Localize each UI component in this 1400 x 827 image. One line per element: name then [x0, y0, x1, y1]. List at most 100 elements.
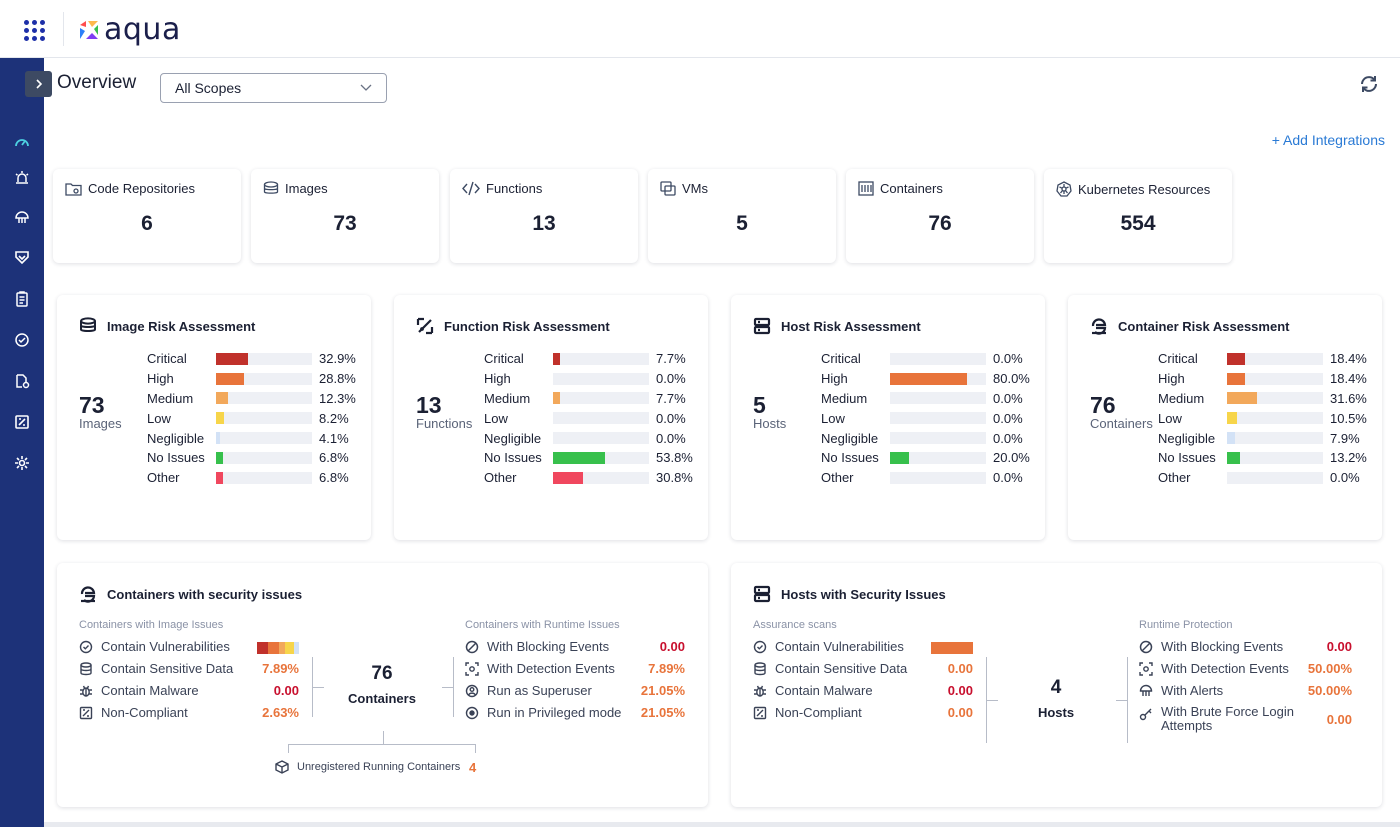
risk-row[interactable]: Low 8.2% [147, 408, 361, 428]
vulnerability-severity-bar [257, 642, 299, 654]
risk-row[interactable]: Medium 12.3% [147, 389, 361, 409]
host-malware-value: 0.00 [947, 683, 973, 698]
stat-label: Images [285, 181, 328, 196]
shield-icon[interactable] [11, 246, 33, 268]
workload-icon[interactable] [11, 370, 33, 392]
risk-row[interactable]: High 80.0% [821, 369, 1035, 389]
stat-card-images[interactable]: Images 73 [251, 169, 439, 263]
superuser-value: 21.05% [640, 683, 685, 698]
host-contain-sensitive-data-item[interactable]: Contain Sensitive Data [753, 661, 907, 676]
contain-malware-item[interactable]: Contain Malware [79, 683, 199, 698]
compliance-icon[interactable] [11, 411, 33, 433]
risk-row[interactable]: Negligible 4.1% [147, 428, 361, 448]
aqua-logo[interactable]: aqua [78, 14, 181, 46]
function-risk-card[interactable]: Function Risk Assessment 13 Functions Cr… [394, 295, 708, 540]
risk-bar-fill [216, 352, 248, 365]
risk-bar-track [890, 352, 986, 365]
non-compliant-item[interactable]: Non-Compliant [79, 705, 188, 720]
refresh-icon[interactable] [1358, 73, 1380, 95]
risk-row[interactable]: Critical 0.0% [821, 349, 1035, 369]
risk-total: 13 Functions [416, 393, 472, 431]
image-risk-card[interactable]: Image Risk Assessment 73 Images Critical… [57, 295, 371, 540]
risk-row[interactable]: No Issues 20.0% [821, 448, 1035, 468]
host-contain-malware-item[interactable]: Contain Malware [753, 683, 873, 698]
stat-card-code-repositories[interactable]: Code Repositories 6 [53, 169, 241, 263]
risk-row-percent: 4.1% [319, 430, 349, 446]
runtime-protection-label: Runtime Protection [1139, 619, 1233, 631]
run-as-superuser-item[interactable]: Run as Superuser [465, 683, 592, 698]
dashboard-icon[interactable] [11, 132, 33, 154]
risk-row[interactable]: No Issues 53.8% [484, 448, 698, 468]
risk-row[interactable]: High 0.0% [484, 369, 698, 389]
add-integrations-link[interactable]: + Add Integrations [1271, 132, 1385, 148]
risk-row[interactable]: No Issues 6.8% [147, 448, 361, 468]
scope-select[interactable]: All Scopes [160, 73, 387, 103]
risk-row-label: Critical [1158, 351, 1198, 367]
stat-label: Containers [880, 181, 943, 196]
risk-row[interactable]: Medium 7.7% [484, 389, 698, 409]
report-icon[interactable] [11, 288, 33, 310]
host-brute-force-item[interactable]: With Brute Force Login Attempts [1139, 705, 1294, 733]
risk-row[interactable]: No Issues 13.2% [1158, 448, 1372, 468]
stat-card-containers[interactable]: Containers 76 [846, 169, 1034, 263]
risk-row[interactable]: Other 30.8% [484, 468, 698, 488]
risk-row-label: Negligible [821, 430, 879, 446]
cloud-icon[interactable] [11, 206, 33, 228]
risk-bar-fill [216, 471, 223, 484]
risk-row[interactable]: Other 6.8% [147, 468, 361, 488]
risk-bar-fill [216, 412, 224, 425]
with-blocking-events-item[interactable]: With Blocking Events [465, 639, 609, 654]
sidebar-expand-button[interactable] [25, 71, 52, 97]
risk-row[interactable]: Negligible 0.0% [821, 428, 1035, 448]
stat-card-kubernetes-resources[interactable]: Kubernetes Resources 554 [1044, 169, 1232, 263]
risk-row-percent: 6.8% [319, 450, 349, 466]
risk-row[interactable]: Low 0.0% [821, 408, 1035, 428]
with-detection-events-item[interactable]: With Detection Events [465, 661, 615, 676]
settings-icon[interactable] [11, 452, 33, 474]
box-icon [275, 760, 289, 774]
host-risk-card[interactable]: Host Risk Assessment 5 Hosts Critical 0.0… [731, 295, 1045, 540]
risk-row[interactable]: Critical 32.9% [147, 349, 361, 369]
risk-row[interactable]: Low 0.0% [484, 408, 698, 428]
host-blocking-events-item[interactable]: With Blocking Events [1139, 639, 1283, 654]
detection-events-value: 7.89% [648, 661, 685, 676]
risk-row[interactable]: High 28.8% [147, 369, 361, 389]
host-non-compliant-item[interactable]: Non-Compliant [753, 705, 862, 720]
stat-card-vms[interactable]: VMs 5 [648, 169, 836, 263]
contain-sensitive-data-item[interactable]: Contain Sensitive Data [79, 661, 233, 676]
unregistered-containers-item[interactable]: Unregistered Running Containers [275, 760, 460, 774]
host-detection-events-item[interactable]: With Detection Events [1139, 661, 1289, 676]
non-compliant-icon [79, 706, 93, 719]
host-contain-vulnerabilities-item[interactable]: Contain Vulnerabilities [753, 639, 904, 654]
images-icon [80, 317, 96, 332]
item-label: With Blocking Events [1161, 639, 1284, 654]
panel-title-text: Hosts with Security Issues [781, 586, 946, 602]
risk-row[interactable]: Other 0.0% [1158, 468, 1372, 488]
host-with-alerts-item[interactable]: With Alerts [1139, 683, 1223, 698]
risk-row[interactable]: Medium 31.6% [1158, 389, 1372, 409]
image-issues-label: Containers with Image Issues [79, 619, 224, 631]
vulnerability-icon[interactable] [11, 329, 33, 351]
risk-row-percent: 18.4% [1330, 351, 1367, 367]
risk-row[interactable]: Critical 18.4% [1158, 349, 1372, 369]
risk-row[interactable]: Negligible 7.9% [1158, 428, 1372, 448]
risk-bar-track [216, 372, 312, 385]
stat-card-functions[interactable]: Functions 13 [450, 169, 638, 263]
risk-bar-fill [216, 372, 244, 385]
detection-icon [1139, 661, 1153, 676]
risk-row[interactable]: Low 10.5% [1158, 408, 1372, 428]
run-privileged-mode-item[interactable]: Run in Privileged mode [465, 705, 621, 720]
risk-row[interactable]: Other 0.0% [821, 468, 1035, 488]
medium-segment [279, 642, 285, 654]
stat-header: VMs [660, 181, 708, 196]
container-risk-card[interactable]: Container Risk Assessment 76 Containers … [1068, 295, 1382, 540]
risk-row[interactable]: Critical 7.7% [484, 349, 698, 369]
risk-row-label: Low [147, 410, 171, 426]
stat-header: Kubernetes Resources [1056, 181, 1210, 197]
alerts-icon[interactable] [11, 167, 33, 189]
contain-vulnerabilities-item[interactable]: Contain Vulnerabilities [79, 639, 230, 654]
app-launcher-icon[interactable] [24, 20, 45, 41]
risk-row[interactable]: High 18.4% [1158, 369, 1372, 389]
risk-row[interactable]: Medium 0.0% [821, 389, 1035, 409]
risk-row[interactable]: Negligible 0.0% [484, 428, 698, 448]
